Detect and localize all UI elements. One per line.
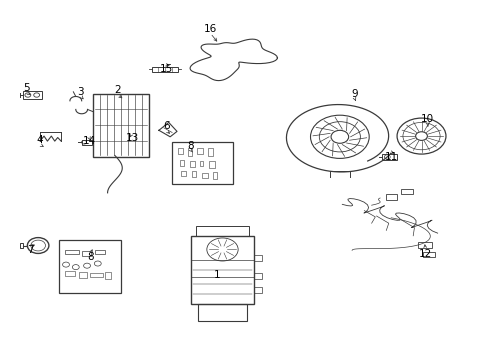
Bar (82, 251, 91, 256)
Bar (189, 161, 194, 167)
Bar (188, 148, 192, 156)
Bar (197, 148, 203, 154)
Bar (151, 67, 178, 72)
Bar (95, 250, 105, 254)
Bar (191, 171, 195, 177)
Text: 4: 4 (37, 135, 43, 145)
Bar (105, 272, 111, 279)
Text: 1: 1 (214, 270, 221, 280)
Bar (202, 173, 208, 178)
Text: 8: 8 (187, 141, 194, 151)
Bar (181, 171, 185, 176)
Bar (65, 271, 75, 276)
Bar (400, 189, 412, 194)
Text: 2: 2 (114, 85, 121, 95)
Text: 3: 3 (77, 87, 84, 97)
Bar (172, 142, 233, 184)
Bar (199, 161, 203, 166)
Text: 5: 5 (23, 83, 30, 93)
Bar (254, 287, 261, 293)
Bar (198, 304, 246, 321)
Text: 9: 9 (350, 89, 357, 99)
Text: 12: 12 (418, 249, 431, 259)
Bar (180, 160, 183, 166)
Bar (195, 226, 249, 236)
Bar (190, 236, 254, 304)
Bar (209, 161, 215, 168)
Text: 14: 14 (82, 136, 96, 147)
Bar (79, 272, 86, 278)
Bar (254, 273, 261, 279)
Bar (59, 240, 121, 293)
Bar (422, 252, 434, 257)
Bar (382, 154, 396, 160)
Bar (90, 273, 102, 277)
Bar (417, 242, 431, 248)
Text: 7: 7 (27, 245, 34, 255)
Bar (20, 243, 23, 248)
Text: 16: 16 (203, 24, 217, 34)
Bar (93, 94, 149, 157)
Bar (64, 250, 79, 254)
Bar (178, 148, 183, 154)
Bar (212, 172, 216, 179)
Bar (207, 148, 212, 156)
Text: 11: 11 (384, 152, 397, 162)
Text: 15: 15 (159, 64, 173, 74)
Text: 10: 10 (421, 114, 433, 124)
Text: 13: 13 (125, 132, 139, 143)
Text: 6: 6 (163, 121, 169, 131)
Text: 8: 8 (87, 252, 94, 262)
Bar (81, 140, 92, 145)
Bar (386, 194, 396, 200)
Bar (254, 255, 261, 261)
Bar (23, 91, 42, 99)
